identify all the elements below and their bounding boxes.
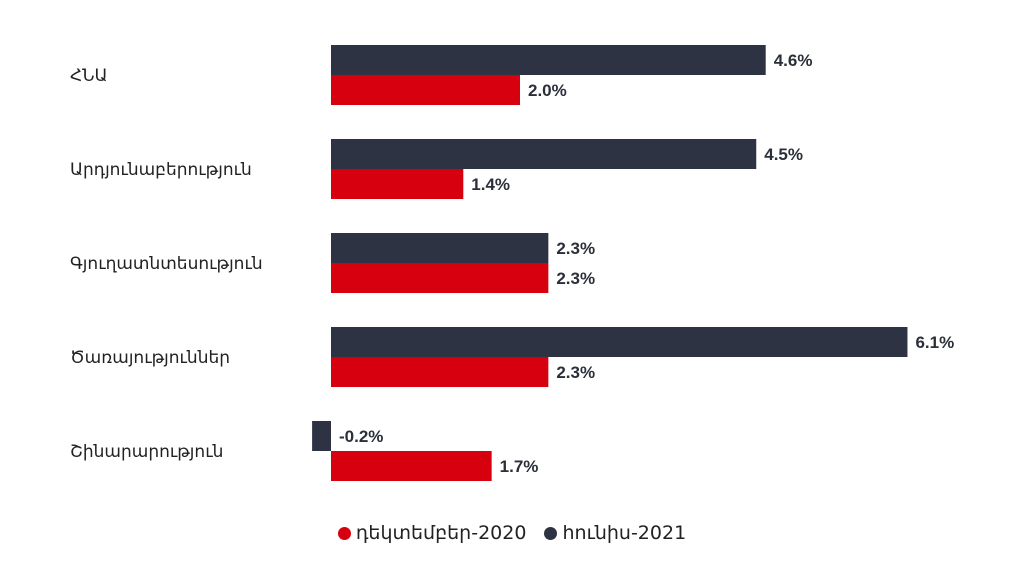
- bar: [331, 263, 549, 293]
- data-label: 4.6%: [774, 51, 813, 70]
- data-label: 1.4%: [471, 175, 510, 194]
- data-label: 2.0%: [528, 81, 567, 100]
- category-label: Արդյունաբերություն: [70, 160, 252, 180]
- legend-dot-icon: [337, 526, 351, 540]
- category-label: Գյուղատնտեսություն: [70, 254, 263, 274]
- bar: [331, 327, 908, 357]
- legend-dot-icon: [544, 526, 558, 540]
- legend-item-jun-2021: հունիս-2021: [544, 522, 686, 544]
- data-label: 2.3%: [556, 269, 595, 288]
- bar: [331, 75, 520, 105]
- bar: [331, 451, 492, 481]
- bar: [331, 169, 464, 199]
- legend-label: հունիս-2021: [562, 522, 687, 544]
- category-label: ՀՆԱ: [70, 66, 108, 86]
- legend-item-dec-2020: դեկտեմբեր-2020: [337, 522, 527, 544]
- data-label: 6.1%: [915, 333, 954, 352]
- data-label: 2.3%: [556, 239, 595, 258]
- data-label: 1.7%: [500, 457, 539, 476]
- legend: դեկտեմբեր-2020 հունիս-2021: [0, 522, 1024, 545]
- category-label: Շինարարություն: [70, 442, 223, 462]
- data-label: 4.5%: [764, 145, 803, 164]
- legend-label: դեկտեմբեր-2020: [355, 522, 527, 544]
- category-label: Ծառայություններ: [70, 348, 230, 368]
- bar: [331, 357, 549, 387]
- data-label: 2.3%: [556, 363, 595, 382]
- data-label: -0.2%: [339, 427, 383, 446]
- bar: [331, 139, 757, 169]
- bar: [331, 233, 549, 263]
- bar: [331, 45, 766, 75]
- bar: [312, 421, 331, 451]
